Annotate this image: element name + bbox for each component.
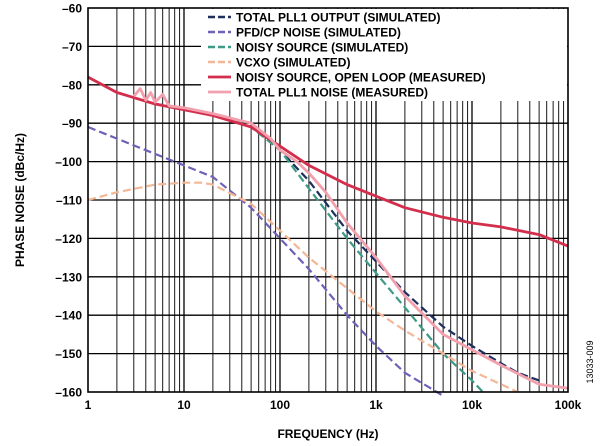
y-tick-label: –130 — [55, 270, 82, 284]
x-axis-title: FREQUENCY (Hz) — [277, 427, 378, 441]
plot-frame — [87, 7, 569, 393]
figure-id: 13033-009 — [585, 340, 595, 383]
x-tick-label: 1 — [85, 398, 92, 412]
x-tick-label: 100 — [270, 398, 290, 412]
y-tick-label: –80 — [62, 78, 82, 92]
series-line-2 — [87, 125, 444, 397]
legend-background — [201, 9, 567, 101]
legend-label-5: NOISY SOURCE, OPEN LOOP (MEASURED) — [236, 71, 486, 85]
y-tick-label: –60 — [62, 2, 82, 16]
y-tick-labels: –60 –70 –80 –90 –100 –110 –120 –130 –140 –150 –160 — [55, 2, 82, 400]
series-line-4 — [87, 181, 519, 394]
y-tick-label: –100 — [55, 155, 82, 169]
y-tick-label: –90 — [62, 117, 82, 131]
legend-label-6: TOTAL PLL1 NOISE (MEASURED) — [236, 86, 428, 100]
y-tick-label: –110 — [56, 194, 82, 208]
x-tick-label: 10 — [177, 398, 191, 412]
x-tick-label: 10k — [462, 398, 482, 412]
x-tick-label: 100k — [555, 398, 582, 412]
series-lines — [87, 75, 569, 397]
y-tick-label: –150 — [55, 347, 82, 361]
legend-label-2: PFD/CP NOISE (SIMULATED) — [236, 26, 401, 40]
x-tick-labels: 1 10 100 1k 10k 100k — [85, 398, 582, 412]
legend-label-4: VCXO (SIMULATED) — [236, 56, 350, 70]
y-tick-label: –140 — [55, 309, 82, 323]
y-tick-label: –70 — [62, 40, 82, 54]
series-line-6 — [132, 87, 569, 390]
x-tick-label: 1k — [369, 398, 383, 412]
y-tick-label: –160 — [55, 386, 82, 400]
y-tick-label: –120 — [55, 232, 82, 246]
y-axis-title: PHASE NOISE (dBc/Hz) — [13, 133, 27, 267]
legend: TOTAL PLL1 OUTPUT (SIMULATED)PFD/CP NOIS… — [201, 9, 567, 101]
legend-label-1: TOTAL PLL1 OUTPUT (SIMULATED) — [236, 11, 440, 25]
grid — [88, 8, 568, 392]
legend-label-3: NOISY SOURCE (SIMULATED) — [236, 41, 408, 55]
series-line-1 — [87, 76, 540, 382]
